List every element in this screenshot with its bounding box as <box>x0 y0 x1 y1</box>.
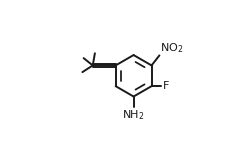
Text: F: F <box>162 81 168 91</box>
Text: NO$_2$: NO$_2$ <box>159 41 183 55</box>
Text: NH$_2$: NH$_2$ <box>122 108 144 122</box>
